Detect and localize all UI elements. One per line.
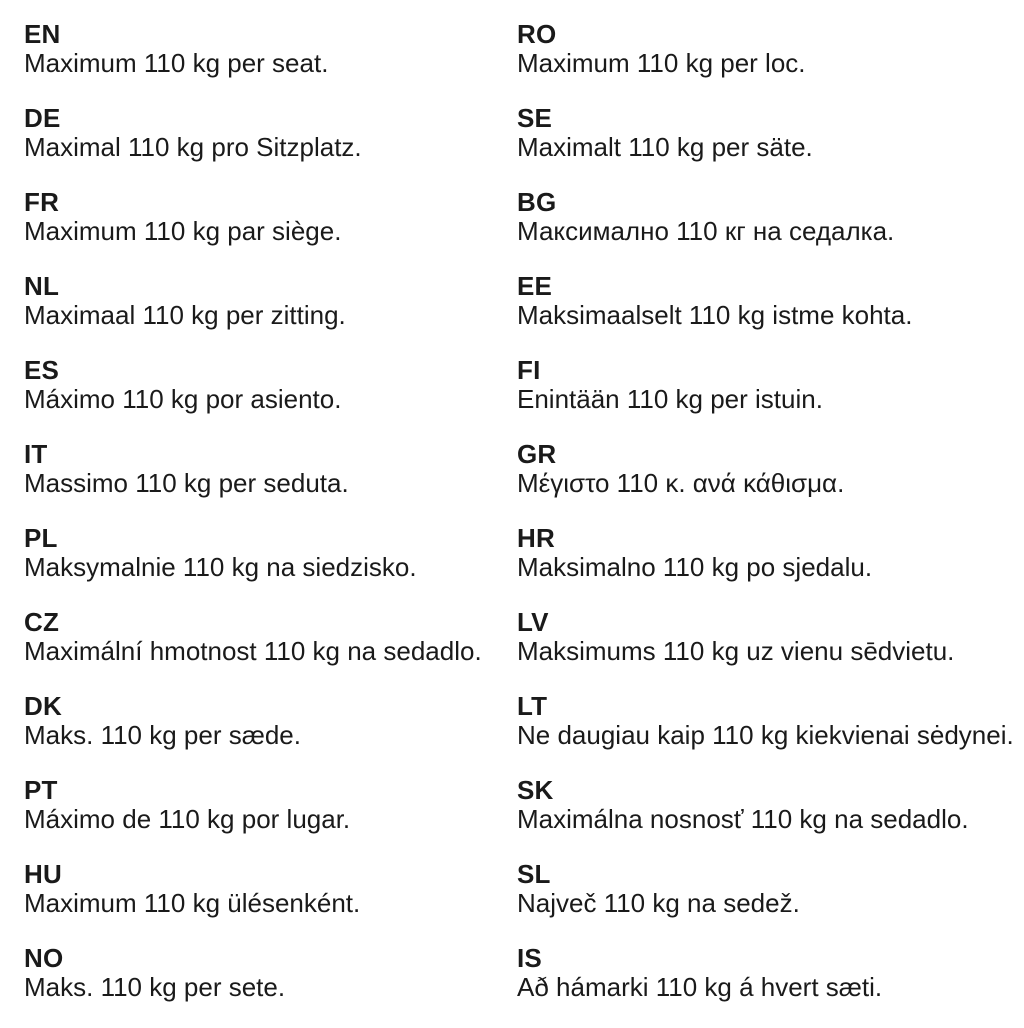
translation-text: Maximálna nosnosť 110 kg na sedadlo. <box>517 804 969 834</box>
language-code-label: FR <box>24 187 60 217</box>
translation-text: Máximo de 110 kg por lugar. <box>24 804 351 834</box>
language-code-label: EN <box>24 19 61 49</box>
language-entry: LV Maksimums 110 kg uz vienu sēdvietu. <box>517 608 1014 666</box>
language-code-label: IT <box>24 439 48 469</box>
translation-text: Максимално 110 кг на седалка. <box>517 216 895 246</box>
language-entry: NO Maks. 110 kg per sete. <box>24 944 517 1002</box>
translation-text: Maksimalno 110 kg po sjedalu. <box>517 552 873 582</box>
language-code-label: CZ <box>24 607 60 637</box>
language-entry: IS Að hámarki 110 kg á hvert sæti. <box>517 944 1014 1002</box>
language-entry: RO Maximum 110 kg per loc. <box>517 20 1014 78</box>
language-code-label: ES <box>24 355 60 385</box>
language-code-label: PL <box>24 523 58 553</box>
language-code-label: SL <box>517 859 551 889</box>
translation-text: Μέγιστο 110 κ. ανά κάθισμα. <box>517 468 845 498</box>
language-entry: EN Maximum 110 kg per seat. <box>24 20 517 78</box>
language-code-label: DK <box>24 691 62 721</box>
language-code-label: FI <box>517 355 541 385</box>
language-entry: HR Maksimalno 110 kg po sjedalu. <box>517 524 1014 582</box>
language-entry: EE Maksimaalselt 110 kg istme kohta. <box>517 272 1014 330</box>
column-left: EN Maximum 110 kg per seat. DE Maximal 1… <box>24 20 517 1028</box>
language-entry: IT Massimo 110 kg per seduta. <box>24 440 517 498</box>
translation-text: Maximum 110 kg per loc. <box>517 48 806 78</box>
language-entry: GR Μέγιστο 110 κ. ανά κάθισμα. <box>517 440 1014 498</box>
translation-text: Maximum 110 kg per seat. <box>24 48 329 78</box>
column-right: RO Maximum 110 kg per loc. SE Maximalt 1… <box>517 20 1014 1028</box>
language-code-label: SK <box>517 775 554 805</box>
language-code-label: SE <box>517 103 553 133</box>
language-code-label: RO <box>517 19 557 49</box>
translation-text: Maximalt 110 kg per säte. <box>517 132 813 162</box>
translation-text: Maximální hmotnost 110 kg na sedadlo. <box>24 636 482 666</box>
language-entry: HU Maximum 110 kg ülésenként. <box>24 860 517 918</box>
language-code-label: NL <box>24 271 60 301</box>
language-code-label: PT <box>24 775 58 805</box>
language-code-label: GR <box>517 439 557 469</box>
translation-text: Maksymalnie 110 kg na siedzisko. <box>24 552 417 582</box>
translation-text: Največ 110 kg na sedež. <box>517 888 800 918</box>
language-entry: PL Maksymalnie 110 kg na siedzisko. <box>24 524 517 582</box>
language-code-label: IS <box>517 943 542 973</box>
translation-text: Að hámarki 110 kg á hvert sæti. <box>517 972 883 1002</box>
translation-text: Máximo 110 kg por asiento. <box>24 384 342 414</box>
language-entry: BG Максимално 110 кг на седалка. <box>517 188 1014 246</box>
translation-text: Maksimums 110 kg uz vienu sēdvietu. <box>517 636 955 666</box>
translation-text: Maximum 110 kg ülésenként. <box>24 888 361 918</box>
language-entry: LT Ne daugiau kaip 110 kg kiekvienai sėd… <box>517 692 1014 750</box>
language-code-label: NO <box>24 943 64 973</box>
language-entry: DK Maks. 110 kg per sæde. <box>24 692 517 750</box>
language-code-label: BG <box>517 187 557 217</box>
translation-text: Massimo 110 kg per seduta. <box>24 468 349 498</box>
language-entry: FR Maximum 110 kg par siège. <box>24 188 517 246</box>
language-entry: SE Maximalt 110 kg per säte. <box>517 104 1014 162</box>
language-entry: SL Največ 110 kg na sedež. <box>517 860 1014 918</box>
language-entry: ES Máximo 110 kg por asiento. <box>24 356 517 414</box>
translation-text: Maximaal 110 kg per zitting. <box>24 300 346 330</box>
language-code-label: DE <box>24 103 61 133</box>
language-entry: PT Máximo de 110 kg por lugar. <box>24 776 517 834</box>
language-code-label: LT <box>517 691 548 721</box>
language-code-label: HU <box>24 859 62 889</box>
language-code-label: EE <box>517 271 553 301</box>
language-entry: DE Maximal 110 kg pro Sitzplatz. <box>24 104 517 162</box>
translation-text: Maximum 110 kg par siège. <box>24 216 342 246</box>
translation-text: Maksimaalselt 110 kg istme kohta. <box>517 300 913 330</box>
translation-text: Maks. 110 kg per sete. <box>24 972 286 1002</box>
language-entry: SK Maximálna nosnosť 110 kg na sedadlo. <box>517 776 1014 834</box>
translation-text: Maximal 110 kg pro Sitzplatz. <box>24 132 362 162</box>
language-code-label: LV <box>517 607 549 637</box>
translation-text: Maks. 110 kg per sæde. <box>24 720 301 750</box>
language-code-label: HR <box>517 523 555 553</box>
language-entry: FI Enintään 110 kg per istuin. <box>517 356 1014 414</box>
language-entry: CZ Maximální hmotnost 110 kg na sedadlo. <box>24 608 517 666</box>
translation-text: Enintään 110 kg per istuin. <box>517 384 823 414</box>
translation-text: Ne daugiau kaip 110 kg kiekvienai sėdyne… <box>517 720 1014 750</box>
language-entry: NL Maximaal 110 kg per zitting. <box>24 272 517 330</box>
